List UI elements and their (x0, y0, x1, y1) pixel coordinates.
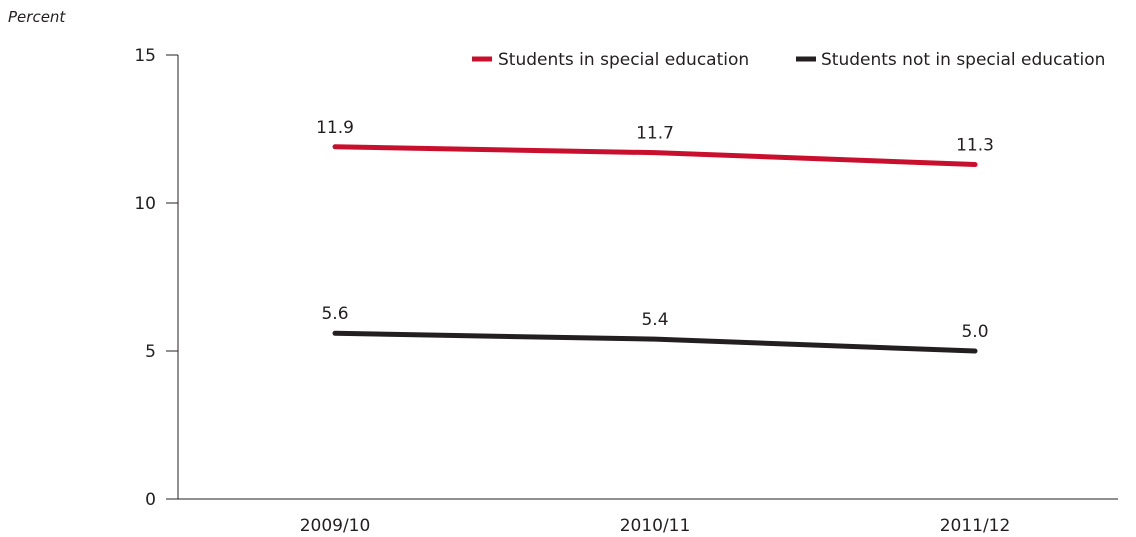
series-line-1 (332, 144, 978, 168)
legend: Students in special education Students no… (472, 50, 1105, 70)
legend-label-1: Students in special education (498, 50, 749, 70)
data-label: 11.9 (316, 118, 354, 138)
y-axis-title: Percent (8, 8, 66, 26)
data-label: 5.6 (321, 304, 348, 324)
data-label: 5.0 (961, 322, 988, 342)
x-tick-label: 2010/11 (620, 516, 691, 536)
y-tick-label: 0 (145, 490, 156, 510)
x-tick-label: 2009/10 (300, 516, 371, 536)
series-line-2 (332, 330, 978, 354)
legend-label-2: Students not in special education (821, 50, 1105, 70)
axes: 0 5 10 15 2009/10 2010/11 2011/12 (134, 46, 1118, 536)
data-label: 11.7 (636, 124, 674, 144)
y-tick-label: 10 (134, 194, 156, 214)
data-labels: 11.9 11.7 11.3 5.6 5.4 5.0 (316, 118, 994, 342)
y-tick-label: 5 (145, 342, 156, 362)
x-tick-label: 2011/12 (940, 516, 1011, 536)
y-tick-label: 15 (134, 46, 156, 66)
data-label: 11.3 (956, 136, 994, 156)
data-label: 5.4 (641, 310, 668, 330)
series-lines (332, 144, 978, 354)
